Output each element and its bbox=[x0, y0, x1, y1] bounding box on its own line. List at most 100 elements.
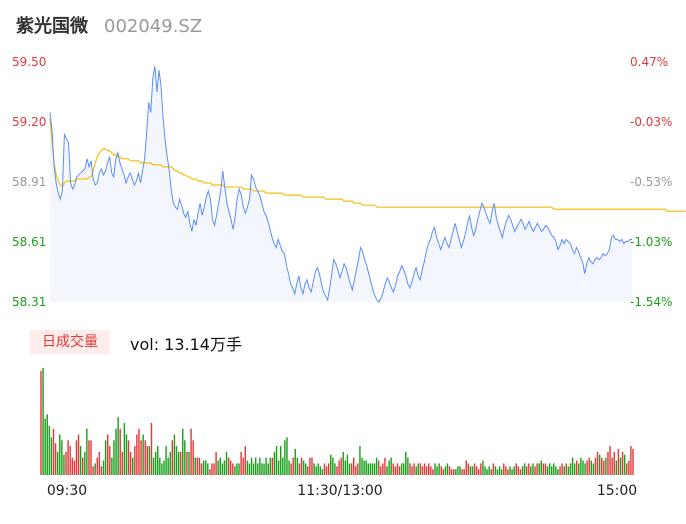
volume-bar bbox=[171, 440, 174, 475]
volume-bar bbox=[213, 463, 215, 475]
volume-bar bbox=[623, 454, 626, 475]
volume-bar bbox=[330, 454, 332, 475]
volume-bar bbox=[240, 451, 242, 475]
volume-bar bbox=[319, 466, 322, 475]
volume-bar bbox=[192, 440, 194, 475]
volume-bar bbox=[261, 463, 263, 475]
volume-bar bbox=[430, 466, 432, 475]
stock-code: 002049.SZ bbox=[104, 16, 203, 37]
avg-price-line bbox=[49, 118, 686, 212]
volume-bar bbox=[119, 428, 121, 475]
volume-bar bbox=[67, 440, 69, 475]
stock-name: 紫光国微 bbox=[16, 16, 88, 37]
volume-bar bbox=[505, 466, 507, 475]
volume-bar bbox=[196, 457, 199, 475]
volume-bar bbox=[463, 469, 465, 475]
volume-bar bbox=[565, 463, 568, 475]
volume-bar bbox=[309, 457, 311, 475]
volume-bar bbox=[442, 469, 445, 475]
volume-bar bbox=[492, 463, 495, 475]
volume-bar bbox=[267, 463, 269, 475]
volume-bar bbox=[117, 417, 119, 475]
volume-bar bbox=[132, 457, 134, 475]
volume-bar bbox=[232, 463, 234, 475]
volume-bar bbox=[134, 446, 136, 475]
volume-bar bbox=[315, 466, 317, 475]
volume-bar bbox=[384, 457, 386, 475]
volume-bar bbox=[227, 457, 230, 475]
volume-bar bbox=[152, 457, 155, 475]
volume-bar bbox=[571, 457, 574, 475]
volume-bar bbox=[69, 446, 71, 475]
volume-bar bbox=[144, 440, 146, 475]
volume-bar bbox=[284, 440, 286, 475]
volume-bar bbox=[511, 469, 513, 475]
volume-bar bbox=[432, 469, 434, 475]
volume-bar bbox=[371, 463, 374, 475]
volume-bar bbox=[344, 460, 347, 475]
volume-bar bbox=[111, 457, 113, 475]
volume-bar bbox=[277, 460, 280, 475]
volume-bar bbox=[473, 463, 476, 475]
volume-bar bbox=[234, 466, 236, 475]
volume-bar bbox=[398, 466, 401, 475]
volume-bar bbox=[465, 460, 467, 475]
volume-bar bbox=[121, 451, 124, 475]
volume-bar bbox=[238, 463, 240, 475]
volume-bar bbox=[269, 457, 272, 475]
volume-bar bbox=[79, 446, 82, 475]
volume-bar bbox=[136, 434, 138, 475]
volume-bar bbox=[42, 368, 44, 475]
volume-bar bbox=[102, 460, 105, 475]
volume-bar bbox=[125, 434, 128, 475]
volume-bar bbox=[621, 451, 624, 475]
volume-bar bbox=[546, 466, 549, 475]
volume-bar bbox=[523, 463, 526, 475]
x-tick-label: 11:30/13:00 bbox=[297, 483, 382, 499]
volume-bar bbox=[567, 466, 570, 475]
volume-bar bbox=[582, 460, 584, 475]
volume-bar bbox=[161, 463, 163, 475]
volume-bar bbox=[471, 466, 474, 475]
volume-tab[interactable]: 日成交量 bbox=[30, 330, 110, 354]
volume-bar bbox=[396, 463, 399, 475]
volume-bar bbox=[521, 466, 524, 475]
volume-bar bbox=[246, 460, 249, 475]
volume-bar bbox=[530, 466, 532, 475]
volume-bar bbox=[555, 466, 557, 475]
volume-bar bbox=[305, 463, 307, 475]
volume-bar bbox=[444, 466, 447, 475]
volume-bar bbox=[415, 466, 417, 475]
volume-bar bbox=[298, 463, 301, 475]
volume-bar bbox=[63, 454, 65, 475]
volume-bar bbox=[81, 457, 84, 475]
volume-bar bbox=[236, 463, 238, 475]
volume-bar bbox=[538, 463, 540, 475]
volume-bar bbox=[400, 463, 403, 475]
volume-bar bbox=[515, 463, 517, 475]
volume-bar bbox=[425, 466, 428, 475]
volume-bar bbox=[146, 446, 149, 475]
volume-bar bbox=[632, 448, 634, 475]
volume-bar bbox=[536, 463, 538, 475]
volume-bar bbox=[167, 457, 169, 475]
volume-bar bbox=[321, 469, 324, 475]
volume-bar bbox=[367, 463, 369, 475]
volume-bar bbox=[50, 437, 53, 475]
volume-bar bbox=[628, 460, 630, 475]
volume-bar bbox=[542, 463, 545, 475]
volume-bar bbox=[498, 466, 501, 475]
volume-bar bbox=[190, 428, 192, 475]
volume-bar bbox=[407, 457, 409, 475]
volume-bar bbox=[375, 457, 378, 475]
volume-bar bbox=[519, 469, 522, 475]
volume-bar bbox=[392, 463, 394, 475]
stock-header: 紫光国微 002049.SZ bbox=[16, 12, 202, 40]
volume-bar bbox=[157, 446, 159, 475]
volume-bar bbox=[104, 440, 107, 475]
volume-bar bbox=[273, 451, 276, 475]
volume-bar bbox=[257, 463, 259, 475]
volume-bar bbox=[334, 463, 336, 475]
volume-bar bbox=[209, 469, 211, 475]
volume-bar bbox=[569, 463, 572, 475]
